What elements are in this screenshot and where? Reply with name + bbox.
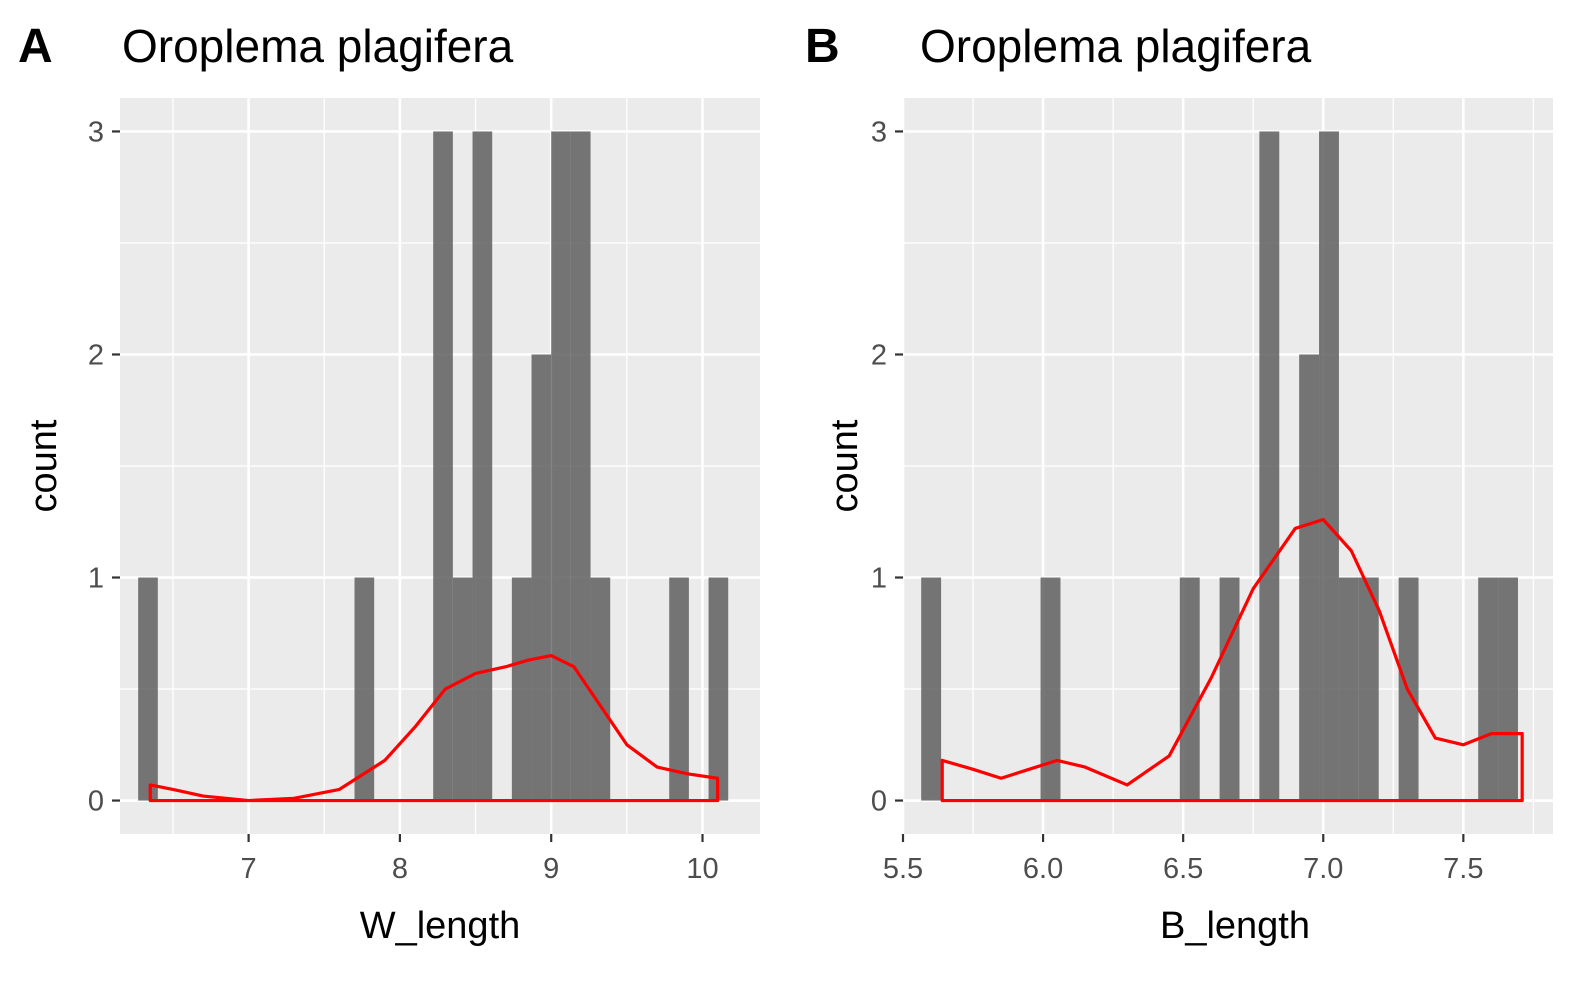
panel-a-y-tick-label: 0: [88, 786, 104, 818]
panel-b-histogram-bar: [1040, 577, 1061, 801]
panel-a-histogram-bar: [511, 577, 532, 801]
panel-b-title: Oroplema plagifera: [920, 20, 1312, 72]
panel-b-histogram-bar: [1319, 131, 1339, 801]
panel-b-histogram-bar: [1358, 577, 1379, 801]
panel-a-y-tick-label: 1: [88, 563, 104, 595]
panel-a-x-tick-label: 9: [543, 853, 559, 885]
panel-a-ylabel: count: [23, 419, 65, 512]
panel-b-histogram-bar: [1498, 577, 1518, 801]
panel-b-histogram-bar: [1299, 354, 1320, 801]
panel-a-histogram-bar: [708, 577, 729, 801]
panel-b: 5.5 6.0 6.5 7.0 7.5 0 1 2 3 B Oroplema plagifera…: [805, 20, 1553, 947]
panel-a-histogram-bar: [433, 131, 453, 801]
panel-b-histogram-bar: [1338, 577, 1359, 801]
panel-b-histogram-bar: [1478, 577, 1499, 801]
panel-a-title: Oroplema plagifera: [122, 20, 514, 72]
panel-b-histogram-bar: [921, 577, 942, 801]
panel-a-density-line: [148, 653, 720, 803]
panel-b-letter: B: [805, 20, 840, 73]
panel-a-histogram-bar: [551, 131, 571, 801]
panel-b-histogram-bar: [1259, 131, 1280, 801]
panel-a: 7 8 9 10 0 1 2 3 A Oroplema plagifera count W_l…: [18, 20, 760, 947]
panel-b-ylabel: count: [824, 419, 866, 512]
panel-a-histogram-bar: [452, 577, 473, 801]
panel-a-y-tick-label: 3: [88, 116, 104, 148]
panel-b-x-tick-label: 7.0: [1303, 853, 1343, 885]
panel-b-histogram-bar: [1219, 577, 1240, 801]
panel-a-histogram-bar: [531, 354, 552, 801]
panel-b-density-line: [940, 517, 1524, 803]
panel-a-x-tick-label: 7: [241, 853, 257, 885]
panel-b-x-tick-label: 6.0: [1023, 853, 1063, 885]
panel-b-y-tick-label: 3: [871, 116, 887, 148]
panel-b-y-tick-label: 0: [871, 786, 887, 818]
panel-a-letter: A: [18, 20, 53, 73]
panel-a-x-tick-label: 8: [392, 853, 408, 885]
panel-a-histogram-bar: [472, 131, 493, 801]
panel-a-x-tick-label: 10: [686, 853, 718, 885]
panel-b-xlabel: B_length: [1160, 905, 1310, 947]
panel-b-histogram-bar: [1179, 577, 1200, 801]
panel-a-xlabel: W_length: [360, 905, 521, 947]
panel-b-x-tick-label: 6.5: [1163, 853, 1203, 885]
panel-a-histogram-bar: [354, 577, 375, 801]
panel-b-y-tick-label: 2: [871, 339, 887, 371]
panel-b-x-tick-label: 7.5: [1443, 853, 1483, 885]
panel-b-x-tick-label: 5.5: [883, 853, 923, 885]
panel-a-histogram-bar: [138, 577, 158, 801]
panel-b-y-tick-label: 1: [871, 563, 887, 595]
panel-a-histogram-bar: [669, 577, 689, 801]
panel-a-histogram-bar: [570, 131, 591, 801]
panel-a-y-tick-label: 2: [88, 339, 104, 371]
panel-a-histogram-bar: [590, 577, 611, 801]
